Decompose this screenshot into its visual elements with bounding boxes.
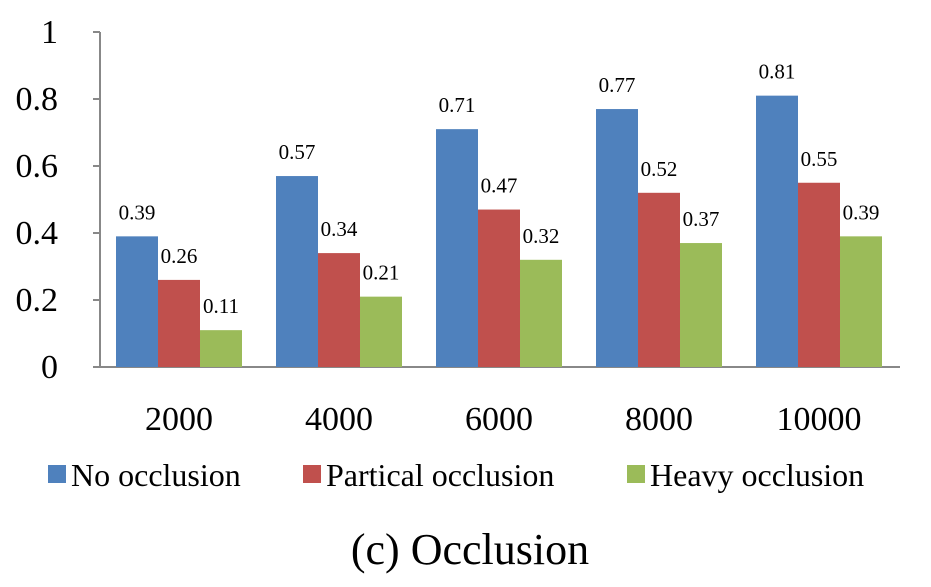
bar-partical-occlusion-10000 (798, 182, 840, 367)
bar-no-occlusion-4000 (276, 176, 318, 367)
data-label: 0.11 (203, 294, 239, 318)
bar-no-occlusion-2000 (116, 236, 158, 367)
data-label: 0.52 (641, 157, 678, 181)
bar-heavy-occlusion-8000 (680, 243, 722, 367)
data-label: 0.37 (683, 207, 720, 231)
data-label: 0.39 (843, 200, 880, 224)
legend-swatch-no-occlusion (48, 465, 66, 483)
legend: No occlusion Partical occlusion Heavy occl… (48, 457, 864, 493)
data-label: 0.32 (523, 224, 560, 248)
x-tick-label: 6000 (465, 401, 533, 438)
data-labels-group: 0.390.260.110.570.340.210.710.470.320.77… (119, 60, 880, 318)
bar-partical-occlusion-8000 (638, 192, 680, 367)
y-tick-label: 0.8 (16, 81, 59, 118)
bar-partical-occlusion-2000 (158, 279, 200, 367)
data-label: 0.55 (801, 147, 838, 171)
y-tick-label: 0.6 (16, 148, 59, 185)
x-tick-label: 4000 (305, 401, 373, 438)
y-tick-label: 0.4 (16, 215, 59, 252)
y-tick-label: 1 (41, 14, 58, 51)
legend-swatch-heavy-occlusion (627, 465, 645, 483)
bar-no-occlusion-10000 (756, 95, 798, 368)
x-axis-ticks: 2000 4000 6000 8000 10000 (145, 401, 862, 438)
y-tick-label: 0.2 (16, 282, 59, 319)
bar-partical-occlusion-6000 (478, 209, 520, 367)
bar-heavy-occlusion-2000 (200, 330, 242, 367)
legend-swatch-partical-occlusion (303, 465, 321, 483)
data-label: 0.81 (759, 60, 796, 84)
x-tick-label: 10000 (777, 401, 862, 438)
y-axis-ticks: 0 0.2 0.4 0.6 0.8 1 (16, 14, 100, 386)
bar-no-occlusion-6000 (436, 129, 478, 367)
data-label: 0.57 (279, 140, 316, 164)
data-label: 0.77 (599, 73, 636, 97)
data-label: 0.47 (481, 174, 518, 198)
data-label: 0.39 (119, 200, 156, 224)
x-tick-label: 8000 (625, 401, 693, 438)
bars-group (116, 95, 882, 368)
chart-caption: (c) Occlusion (351, 525, 589, 574)
bar-heavy-occlusion-10000 (840, 236, 882, 367)
bar-heavy-occlusion-6000 (520, 259, 562, 367)
data-label: 0.21 (363, 261, 400, 285)
y-tick-label: 0 (41, 349, 58, 386)
bar-no-occlusion-8000 (596, 109, 638, 368)
legend-label: No occlusion (71, 457, 241, 493)
bar-partical-occlusion-4000 (318, 253, 360, 367)
bar-heavy-occlusion-4000 (360, 296, 402, 367)
x-tick-label: 2000 (145, 401, 213, 438)
legend-label: Heavy occlusion (650, 457, 864, 493)
data-label: 0.34 (321, 217, 358, 241)
legend-label: Partical occlusion (326, 457, 554, 493)
data-label: 0.26 (161, 244, 198, 268)
data-label: 0.71 (439, 93, 476, 117)
